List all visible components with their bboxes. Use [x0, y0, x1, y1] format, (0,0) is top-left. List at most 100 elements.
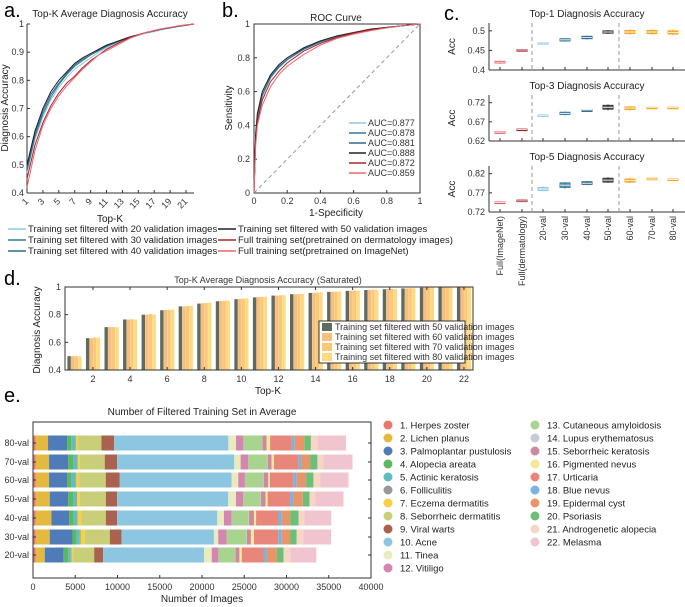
bar-segment [35, 547, 45, 563]
bar [115, 327, 119, 370]
legend-label-auc: AUC=0.888 [368, 148, 415, 158]
bar-segment [71, 435, 76, 451]
bar-segment [302, 491, 310, 507]
bar-segment [73, 510, 78, 526]
bar [130, 319, 134, 370]
x-tick-label: 17 [143, 196, 157, 210]
x-tick-label: 10000 [105, 582, 130, 592]
bar-segment [72, 529, 77, 545]
x-tick-label: 40000 [358, 582, 383, 592]
bar-segment [291, 435, 295, 451]
y-tick-label: 1 [56, 282, 61, 292]
bar [167, 309, 171, 370]
x-tick-label: 22 [459, 374, 469, 384]
bar-segment [117, 491, 229, 507]
bar [96, 337, 101, 370]
bar [260, 296, 264, 370]
bar-segment [68, 491, 74, 507]
legend-label: Training set filtered with 40 validation… [28, 246, 217, 257]
bar-segment [51, 510, 70, 526]
x-tick-label: 5000 [65, 582, 85, 592]
bar [200, 303, 205, 370]
bar [78, 356, 82, 370]
bar-segment [265, 491, 268, 507]
legend-box [318, 320, 466, 364]
bar-segment [94, 547, 104, 563]
y-axis-label: Acc [447, 181, 458, 198]
legend-label: Training set filtered with 50 validation… [335, 322, 515, 332]
legend-label: 19. Epidermal cyst [547, 499, 626, 510]
bar-segment [310, 454, 318, 470]
legend-label: 17. Urticaria [547, 473, 599, 484]
y-tick-label: 0.8 [48, 310, 61, 320]
legend-dot [383, 537, 393, 547]
legend-label: 5. Actinic keratosis [400, 473, 479, 484]
bar-segment [104, 454, 118, 470]
bar-segment [248, 454, 268, 470]
bar-segment [78, 435, 102, 451]
x-tick-label: 14 [311, 374, 321, 384]
bar-segment [239, 547, 242, 563]
bar [89, 338, 93, 370]
bar-segment [213, 529, 219, 545]
y-tick-label: 0.5 [472, 26, 485, 36]
legend-label: 16. Pigmented nevus [547, 460, 637, 471]
bar-segment [49, 472, 68, 488]
legend-dot [530, 433, 540, 443]
bar-segment [79, 491, 106, 507]
x-tick-label: 20000 [189, 582, 214, 592]
x-tick-label: 0.8 [381, 196, 394, 206]
x-tick-label: 0 [30, 582, 35, 592]
bar-segment [273, 454, 299, 470]
bar [226, 300, 230, 370]
bar-segment [243, 491, 261, 507]
bar-segment [35, 454, 50, 470]
x-tick-label: 0 [251, 196, 256, 206]
y-tick-label: 0.72 [467, 207, 485, 217]
legend-dot [530, 485, 540, 495]
y-axis-label: Diagnosis Accuracy [32, 286, 43, 373]
bar-segment [77, 454, 80, 470]
bar-segment [49, 529, 73, 545]
x-tick-label: 25000 [232, 582, 257, 592]
legend-dot [530, 459, 540, 469]
bar [189, 305, 193, 370]
legend-dot [383, 511, 393, 521]
bar [163, 310, 168, 370]
legend-label: Training set filtered with 30 validation… [28, 235, 217, 246]
x-axis-label: Number of Images [161, 594, 243, 605]
bar [85, 338, 90, 370]
bar-segment [281, 529, 291, 545]
bar-segment [235, 547, 240, 563]
legend-swatch [322, 353, 332, 361]
bar [123, 319, 127, 370]
bar-segment [35, 472, 50, 488]
legend-label: 3. Palmoplantar pustulosis [400, 447, 512, 458]
x-category-label: 50-val [603, 216, 613, 241]
bar-segment [84, 529, 110, 545]
bar [204, 303, 208, 370]
y-tick-label: 0.4 [48, 365, 61, 375]
y-tick-label: 0.7 [11, 104, 24, 114]
bar [308, 292, 312, 370]
bar [290, 294, 294, 370]
legend-dot [383, 524, 393, 534]
x-tick-label: 21 [175, 196, 189, 210]
roc-curve [253, 23, 421, 194]
y-axis-label: Diagnosis Accuracy [0, 64, 11, 151]
bar [67, 356, 71, 370]
bar [241, 298, 245, 370]
y-axis-label: Acc [447, 38, 458, 55]
y-tick-label: 1 [245, 19, 250, 29]
legend-label: 7. Eczema dermatitis [400, 499, 489, 510]
bar [108, 327, 112, 370]
bar [133, 319, 138, 370]
y-category-label: 60-val [4, 475, 29, 485]
y-tick-label: 0.4 [237, 120, 250, 130]
legend-dot [530, 498, 540, 508]
x-category-label: 30-val [560, 216, 570, 241]
x-tick-label: 9 [83, 196, 94, 207]
legend-label: 9. Viral warts [400, 525, 455, 536]
bar-segment [278, 510, 282, 526]
